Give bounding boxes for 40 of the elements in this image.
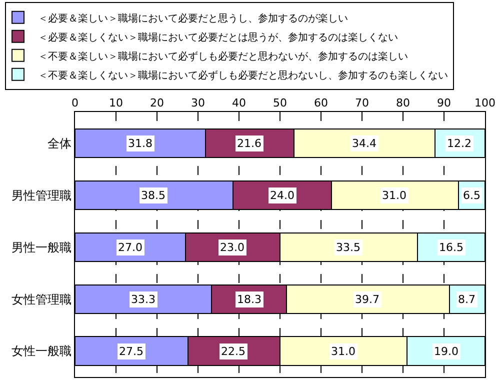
data-label: 12.2 xyxy=(447,137,472,150)
data-label: 22.5 xyxy=(221,345,246,358)
x-tick-label: 50 xyxy=(273,96,287,110)
data-label: 31.8 xyxy=(128,137,152,150)
y-tick-label: 全体 xyxy=(48,136,72,150)
data-label: 21.6 xyxy=(237,137,262,150)
legend-label: ＜不要＆楽しい＞職場において必ずしも必要だと思わないが、参加するのは楽しい xyxy=(38,50,408,62)
y-tick-label: 男性一般職 xyxy=(12,240,72,254)
data-label: 38.5 xyxy=(141,189,166,202)
data-label: 31.0 xyxy=(382,189,406,202)
data-label: 8.7 xyxy=(458,293,476,306)
x-tick-label: 0 xyxy=(72,96,78,110)
x-tick-label: 30 xyxy=(191,96,205,110)
x-tick-label: 90 xyxy=(437,96,451,110)
data-label: 33.3 xyxy=(131,293,156,306)
data-label: 6.5 xyxy=(463,189,480,202)
x-tick-label: 80 xyxy=(396,96,410,110)
y-tick-label: 男性管理職 xyxy=(12,188,72,202)
x-tick-label: 40 xyxy=(232,96,246,110)
x-tick-label: 100 xyxy=(474,96,496,110)
data-label: 33.5 xyxy=(336,241,360,254)
legend-label: ＜不要＆楽しくない＞職場において必ずしも必要だと思わないし、参加するのも楽しくない xyxy=(38,69,448,82)
data-label: 34.4 xyxy=(352,137,376,150)
x-tick-label: 60 xyxy=(314,96,328,110)
data-label: 24.0 xyxy=(270,189,294,202)
data-label: 31.0 xyxy=(331,345,356,358)
legend-label: ＜必要＆楽しい＞職場において必要だと思うし、参加するのが楽しい xyxy=(38,12,348,24)
data-label: 39.7 xyxy=(355,293,380,306)
y-tick-label: 女性一般職 xyxy=(12,344,72,358)
data-label: 23.0 xyxy=(220,241,244,254)
data-label: 19.0 xyxy=(434,345,458,358)
data-label: 27.0 xyxy=(118,241,142,254)
x-tick-label: 20 xyxy=(150,96,164,110)
legend-label: ＜必要＆楽しくない＞職場において必要だとは思うが、参加するのは楽しくない xyxy=(38,31,398,44)
data-label: 18.3 xyxy=(237,293,262,306)
x-tick-label: 10 xyxy=(109,96,123,110)
x-tick-label: 70 xyxy=(355,96,369,110)
data-label: 27.5 xyxy=(119,345,144,358)
y-tick-label: 女性管理職 xyxy=(12,292,72,306)
data-label: 16.5 xyxy=(439,241,464,254)
